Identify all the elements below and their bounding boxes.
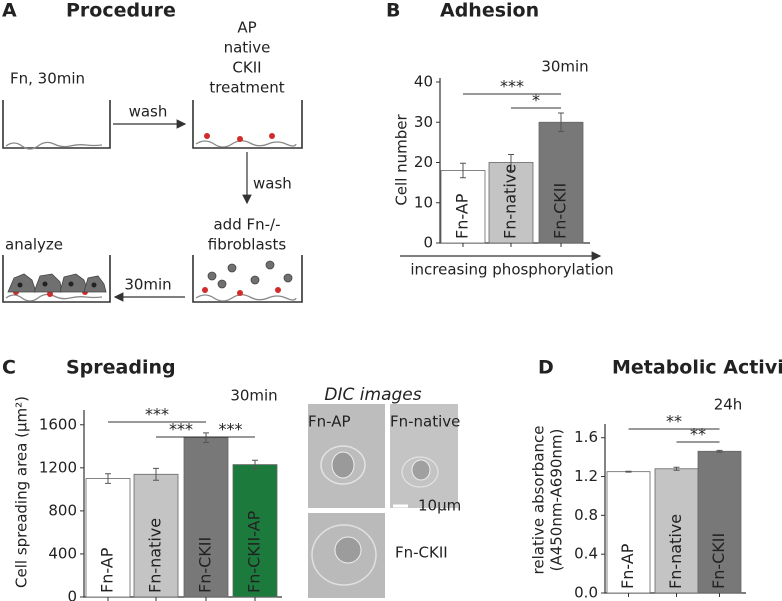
- scale-bar-label: 10µm: [418, 497, 461, 515]
- y-tick-label: 40: [414, 73, 433, 91]
- panel-title: Procedure: [66, 0, 176, 22]
- step-text: wash: [253, 175, 292, 193]
- annotation: 30min: [230, 387, 277, 405]
- bar: [606, 471, 651, 594]
- step-text: treatment: [209, 79, 284, 97]
- y-axis-label: Cell spreading area (µm²): [13, 396, 31, 588]
- dic-title: DIC images: [324, 385, 421, 405]
- dic-label: Fn-AP: [308, 413, 351, 431]
- category-label: Fn-CKII: [709, 533, 728, 589]
- error-bar: [625, 470, 632, 473]
- y-tick-label: 30: [414, 113, 433, 131]
- bar: [488, 162, 534, 244]
- error-bar: [716, 449, 723, 453]
- category-label: Fn-AP: [618, 543, 637, 589]
- error-bar: [558, 112, 564, 133]
- y-tick-label: 1.2: [574, 467, 598, 485]
- chart-title: Adhesion: [440, 0, 539, 22]
- error-bar: [105, 473, 111, 484]
- chart-title: Metabolic Activity: [612, 357, 782, 379]
- significance-label: ***: [219, 420, 243, 439]
- panel-label: D: [538, 357, 554, 379]
- chart-title: Spreading: [66, 357, 176, 379]
- dic-label: Fn-native: [390, 413, 460, 431]
- step-text: wash: [129, 103, 168, 121]
- significance-label: *: [532, 91, 540, 110]
- bar: [183, 437, 229, 598]
- significance-label: ***: [500, 77, 524, 96]
- bar: [133, 473, 179, 598]
- step-text: analyze: [5, 236, 63, 254]
- error-bar: [673, 466, 680, 471]
- y-tick-label: 0: [423, 234, 433, 252]
- y-axis-label: (A450nm-A690nm): [548, 429, 566, 572]
- step-text: AP: [237, 19, 256, 37]
- panel-label: C: [2, 357, 16, 379]
- y-tick-label: 0: [67, 588, 77, 601]
- category-label: Fn-AP: [98, 547, 117, 593]
- y-tick-label: 800: [48, 501, 77, 519]
- procedure-diagram: [2, 100, 303, 303]
- category-label: Fn-CKII: [551, 183, 570, 239]
- y-tick-label: 1.6: [574, 428, 598, 446]
- category-label: Fn-native: [146, 518, 165, 593]
- y-tick-label: 10: [414, 193, 433, 211]
- step-text: fibroblasts: [208, 236, 287, 254]
- y-tick-label: 0.4: [574, 545, 598, 563]
- annotation: 30min: [541, 58, 588, 76]
- y-tick-label: 20: [414, 153, 433, 171]
- category-label: Fn-native: [666, 514, 685, 589]
- bar: [538, 121, 584, 244]
- panel-label: B: [386, 0, 400, 22]
- y-tick-label: 400: [48, 544, 77, 562]
- bar: [85, 478, 131, 598]
- step-text: 30min: [124, 276, 171, 294]
- x-axis-label: increasing phosphorylation: [410, 261, 613, 279]
- error-bar: [153, 467, 159, 481]
- significance-label: ***: [169, 420, 193, 439]
- bar: [697, 450, 742, 594]
- y-tick-label: 0.0: [574, 584, 598, 601]
- y-axis-label: relative absorbance: [530, 426, 548, 575]
- dic-images: [308, 404, 458, 598]
- significance-label: ***: [145, 405, 169, 424]
- category-label: Fn-CKII-AP: [245, 510, 264, 593]
- step-text: CKII: [232, 59, 261, 77]
- dic-label: Fn-CKII: [395, 544, 448, 562]
- error-bar: [252, 459, 258, 470]
- significance-label: **: [666, 412, 682, 431]
- error-bar: [460, 162, 466, 179]
- step-text: native: [224, 39, 271, 57]
- y-tick-label: 0.8: [574, 506, 598, 524]
- annotation: 24h: [714, 396, 743, 414]
- category-label: Fn-CKII: [196, 537, 215, 593]
- category-label: Fn-native: [501, 164, 520, 239]
- category-label: Fn-AP: [453, 193, 472, 239]
- error-bar: [203, 432, 209, 444]
- significance-label: **: [690, 425, 706, 444]
- bar: [232, 464, 278, 598]
- panel-label: A: [2, 0, 17, 22]
- step-text: Fn, 30min: [10, 70, 85, 88]
- step-text: add Fn-/-: [213, 216, 280, 234]
- error-bar: [508, 153, 514, 172]
- y-tick-label: 1200: [39, 458, 77, 476]
- y-tick-label: 1600: [39, 415, 77, 433]
- y-axis-label: Cell number: [393, 113, 411, 205]
